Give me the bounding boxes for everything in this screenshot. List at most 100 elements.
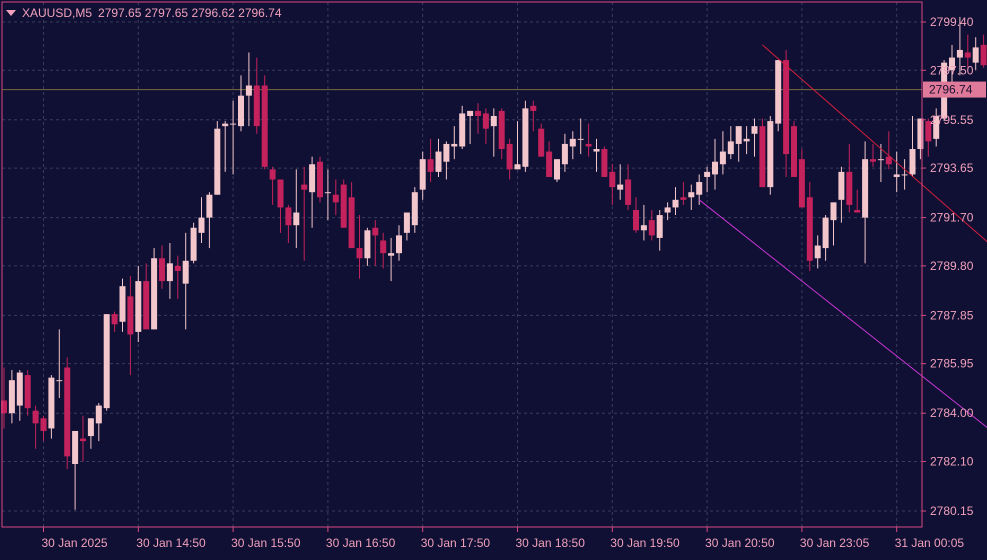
candle[interactable] <box>174 255 181 299</box>
candle[interactable] <box>735 126 742 162</box>
candle[interactable] <box>846 143 853 213</box>
candle[interactable] <box>609 164 616 205</box>
candle[interactable] <box>798 149 805 208</box>
candle[interactable] <box>625 164 632 210</box>
candle[interactable] <box>245 52 252 127</box>
candle[interactable] <box>87 418 94 449</box>
candle[interactable] <box>182 232 189 330</box>
candle[interactable] <box>822 215 829 261</box>
candle[interactable] <box>427 138 434 183</box>
candle[interactable] <box>704 166 711 193</box>
candle[interactable] <box>791 121 797 177</box>
candle[interactable] <box>712 138 718 190</box>
candle[interactable] <box>396 225 402 261</box>
candle[interactable] <box>435 138 442 177</box>
candles[interactable] <box>1 16 987 510</box>
candle[interactable] <box>143 263 150 330</box>
candle[interactable] <box>103 314 110 411</box>
candle[interactable] <box>356 215 363 279</box>
candle[interactable] <box>909 115 916 177</box>
candle[interactable] <box>585 123 592 157</box>
candle[interactable] <box>16 370 23 421</box>
candle[interactable] <box>830 202 837 246</box>
candle[interactable] <box>222 121 229 172</box>
candle[interactable] <box>775 60 782 132</box>
candle[interactable] <box>364 227 371 266</box>
candle[interactable] <box>411 187 418 233</box>
candle[interactable] <box>403 212 410 241</box>
candle[interactable] <box>214 121 221 195</box>
price-axis[interactable]: 2799.40 2797.50 2795.55 2793.65 2791.70 2789.… <box>922 15 986 518</box>
candle[interactable] <box>617 164 624 200</box>
candle[interactable] <box>277 179 284 233</box>
candle[interactable] <box>261 75 268 170</box>
candle[interactable] <box>56 329 63 398</box>
candle[interactable] <box>672 187 679 216</box>
candle[interactable] <box>80 415 86 462</box>
candle[interactable] <box>159 245 165 289</box>
candle[interactable] <box>419 151 426 200</box>
candle[interactable] <box>688 184 695 210</box>
candle[interactable] <box>901 159 908 190</box>
candle[interactable] <box>538 123 545 157</box>
candle[interactable] <box>490 108 497 157</box>
candle[interactable] <box>648 209 655 241</box>
candle[interactable] <box>593 138 600 172</box>
candle[interactable] <box>293 169 300 249</box>
candle[interactable] <box>72 430 79 510</box>
candle[interactable] <box>561 133 568 172</box>
candle[interactable] <box>577 118 584 155</box>
candle[interactable] <box>230 100 237 175</box>
candle[interactable] <box>838 166 845 223</box>
candle[interactable] <box>554 159 560 183</box>
candle[interactable] <box>814 235 821 269</box>
candle[interactable] <box>482 108 489 144</box>
candle[interactable] <box>783 49 790 177</box>
candle[interactable] <box>530 100 537 132</box>
candle[interactable] <box>151 248 158 330</box>
collapse-triangle-icon[interactable] <box>6 10 16 16</box>
candle[interactable] <box>522 100 529 172</box>
candle[interactable] <box>656 209 663 251</box>
upper-channel-line[interactable] <box>762 44 987 246</box>
candle[interactable] <box>751 118 758 157</box>
candle[interactable] <box>253 57 260 134</box>
candle[interactable] <box>8 370 15 424</box>
candle[interactable] <box>348 182 355 249</box>
candle[interactable] <box>759 118 766 188</box>
candle[interactable] <box>854 189 861 213</box>
candle[interactable] <box>980 34 987 68</box>
candle[interactable] <box>238 75 244 132</box>
candle[interactable] <box>309 156 316 228</box>
candle[interactable] <box>870 143 876 167</box>
candle[interactable] <box>877 143 884 183</box>
candle[interactable] <box>24 370 31 416</box>
candle[interactable] <box>640 204 647 241</box>
candle[interactable] <box>32 405 39 449</box>
candle[interactable] <box>166 243 173 299</box>
time-axis[interactable]: 30 Jan 2025 30 Jan 14:50 30 Jan 15:50 30 Ja… <box>42 527 965 550</box>
candle[interactable] <box>127 276 134 376</box>
trendlines[interactable] <box>698 44 987 431</box>
candle[interactable] <box>372 220 379 266</box>
candle[interactable] <box>601 146 608 177</box>
candle[interactable] <box>498 108 505 160</box>
candle[interactable] <box>269 166 276 205</box>
candle[interactable] <box>206 192 213 249</box>
candle[interactable] <box>664 202 671 221</box>
candle[interactable] <box>198 197 205 244</box>
candle[interactable] <box>806 182 813 271</box>
candle[interactable] <box>443 141 450 180</box>
candle[interactable] <box>743 126 750 155</box>
candle[interactable] <box>332 179 339 216</box>
candle[interactable] <box>475 103 481 134</box>
candle[interactable] <box>506 138 513 180</box>
candle[interactable] <box>956 16 963 76</box>
candle[interactable] <box>451 126 458 160</box>
candle[interactable] <box>925 118 932 157</box>
candle[interactable] <box>301 166 308 261</box>
candle[interactable] <box>727 126 734 160</box>
candle[interactable] <box>514 121 521 170</box>
